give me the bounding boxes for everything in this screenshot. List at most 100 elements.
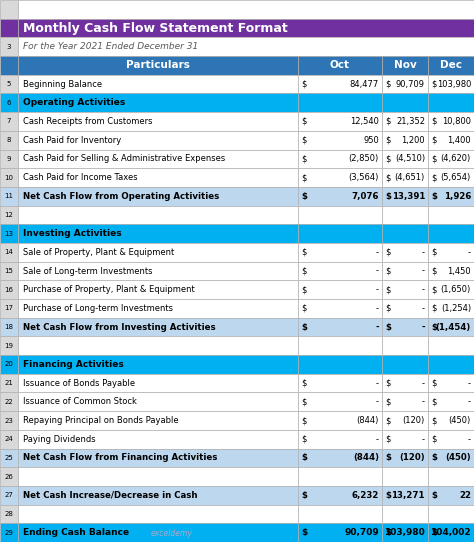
Text: $: $ — [301, 80, 306, 88]
Bar — [0, 187, 18, 205]
Text: 90,709: 90,709 — [396, 80, 425, 88]
Bar — [382, 280, 428, 299]
Text: -: - — [376, 379, 379, 388]
Bar — [0, 131, 18, 150]
Text: Investing Activities: Investing Activities — [23, 229, 122, 238]
Text: Purchase of Long-term Investments: Purchase of Long-term Investments — [23, 304, 173, 313]
Text: $: $ — [301, 117, 306, 126]
Bar — [298, 392, 382, 411]
Bar — [428, 168, 474, 187]
Text: 28: 28 — [5, 511, 13, 517]
Text: -: - — [376, 285, 379, 294]
Text: $: $ — [385, 154, 391, 163]
Bar — [0, 430, 18, 449]
Bar — [382, 150, 428, 168]
Text: -: - — [376, 248, 379, 257]
Bar — [298, 337, 382, 355]
Text: -: - — [468, 248, 471, 257]
Bar — [18, 168, 298, 187]
Text: $: $ — [385, 173, 391, 182]
Text: 103,980: 103,980 — [437, 80, 471, 88]
Bar — [382, 449, 428, 467]
Text: 13: 13 — [4, 230, 13, 237]
Text: -: - — [422, 304, 425, 313]
Bar — [18, 75, 298, 93]
Text: Paying Dividends: Paying Dividends — [23, 435, 96, 444]
Text: 1,450: 1,450 — [447, 267, 471, 275]
Text: 3: 3 — [7, 44, 11, 50]
Text: Issuance of Common Stock: Issuance of Common Stock — [23, 397, 137, 406]
Bar — [382, 505, 428, 524]
Text: $: $ — [431, 267, 437, 275]
Bar — [18, 243, 298, 262]
Bar — [18, 280, 298, 299]
Text: $: $ — [301, 285, 306, 294]
Text: 29: 29 — [5, 530, 13, 535]
Text: 10,800: 10,800 — [442, 117, 471, 126]
Bar — [428, 449, 474, 467]
Bar — [428, 112, 474, 131]
Bar — [0, 318, 18, 337]
Bar — [18, 205, 298, 224]
Text: Operating Activities: Operating Activities — [23, 98, 125, 107]
Text: $: $ — [385, 416, 391, 425]
Text: $: $ — [385, 80, 391, 88]
Text: 7,076: 7,076 — [352, 192, 379, 201]
Bar — [0, 224, 18, 243]
Text: Financing Activities: Financing Activities — [23, 360, 124, 369]
Text: (1,254): (1,254) — [441, 304, 471, 313]
Text: $: $ — [385, 136, 391, 145]
Text: 20: 20 — [5, 362, 13, 367]
Bar — [0, 355, 18, 374]
Text: Cash Paid for Inventory: Cash Paid for Inventory — [23, 136, 121, 145]
Bar — [0, 168, 18, 187]
Bar — [382, 93, 428, 112]
Bar — [382, 187, 428, 205]
Text: 1,400: 1,400 — [447, 136, 471, 145]
Bar — [428, 505, 474, 524]
Bar — [298, 93, 382, 112]
Bar — [0, 505, 18, 524]
Bar — [0, 392, 18, 411]
Bar — [428, 56, 474, 75]
Text: $: $ — [385, 304, 391, 313]
Text: -: - — [422, 248, 425, 257]
Text: (4,510): (4,510) — [395, 154, 425, 163]
Text: 6: 6 — [7, 100, 11, 106]
Bar — [0, 37, 18, 56]
Bar — [382, 262, 428, 280]
Text: $: $ — [301, 528, 307, 537]
Text: 1,926: 1,926 — [444, 192, 471, 201]
Text: Sale of Property, Plant & Equipment: Sale of Property, Plant & Equipment — [23, 248, 174, 257]
Text: -: - — [421, 322, 425, 332]
Text: 12: 12 — [5, 212, 13, 218]
Text: Cash Paid for Selling & Administrative Expenses: Cash Paid for Selling & Administrative E… — [23, 154, 225, 163]
Text: 950: 950 — [363, 136, 379, 145]
Text: (450): (450) — [446, 454, 471, 462]
Bar — [298, 355, 382, 374]
Bar — [428, 374, 474, 392]
Text: Net Cash Flow from Financing Activities: Net Cash Flow from Financing Activities — [23, 454, 218, 462]
Bar — [428, 486, 474, 505]
Bar — [298, 56, 382, 75]
Text: 84,477: 84,477 — [350, 80, 379, 88]
Bar — [382, 337, 428, 355]
Text: $: $ — [431, 117, 437, 126]
Bar — [18, 224, 298, 243]
Text: -: - — [422, 379, 425, 388]
Bar — [0, 467, 18, 486]
Bar — [298, 224, 382, 243]
Text: 90,709: 90,709 — [344, 528, 379, 537]
Bar — [0, 112, 18, 131]
Bar — [18, 93, 298, 112]
Text: Net Cash Flow from Operating Activities: Net Cash Flow from Operating Activities — [23, 192, 219, 201]
Text: -: - — [468, 379, 471, 388]
Text: $: $ — [431, 416, 437, 425]
Text: $: $ — [385, 322, 391, 332]
Bar — [382, 318, 428, 337]
Bar — [18, 56, 298, 75]
Bar — [18, 18, 474, 37]
Text: $: $ — [431, 192, 437, 201]
Bar — [382, 299, 428, 318]
Text: 16: 16 — [4, 287, 13, 293]
